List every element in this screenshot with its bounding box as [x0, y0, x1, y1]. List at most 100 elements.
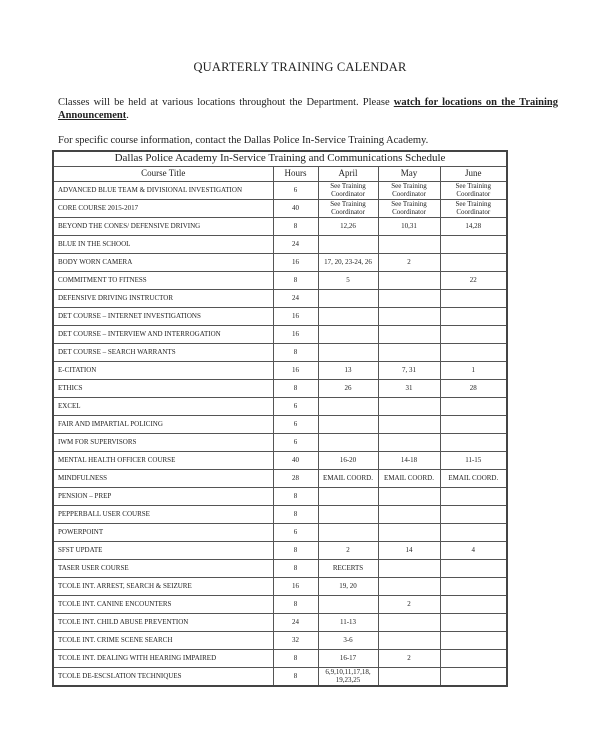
hours: 8 — [272, 649, 319, 668]
table-row: SFST UPDATE 8 2 14 4 — [52, 541, 508, 560]
course-title: COMMITMENT TO FITNESS — [52, 271, 274, 290]
schedule-table: Dallas Police Academy In-Service Trainin… — [52, 150, 509, 687]
june-dates: See Training Coordinator — [439, 199, 508, 218]
course-title: BODY WORN CAMERA — [52, 253, 274, 272]
course-title: ADVANCED BLUE TEAM & DIVISIONAL INVESTIG… — [52, 181, 274, 200]
april-dates: 16-20 — [317, 451, 379, 470]
april-dates: 16-17 — [317, 649, 379, 668]
may-dates: 31 — [377, 379, 441, 398]
april-dates: See Training Coordinator — [317, 199, 379, 218]
june-dates — [439, 235, 508, 254]
may-dates: See Training Coordinator — [377, 199, 441, 218]
may-dates: See Training Coordinator — [377, 181, 441, 200]
table-row: BODY WORN CAMERA 16 17, 20, 23-24, 26 2 — [52, 253, 508, 272]
hours: 8 — [272, 595, 319, 614]
hours: 32 — [272, 631, 319, 650]
june-dates: 1 — [439, 361, 508, 380]
table-caption: Dallas Police Academy In-Service Trainin… — [52, 150, 508, 167]
intro-paragraph: Classes will be held at various location… — [58, 96, 558, 122]
course-title: TCOLE INT. ARREST, SEARCH & SEIZURE — [52, 577, 274, 596]
hours: 24 — [272, 613, 319, 632]
april-dates: RECERTS — [317, 559, 379, 578]
april-dates — [317, 397, 379, 416]
course-title: TCOLE INT. CANINE ENCOUNTERS — [52, 595, 274, 614]
may-dates — [377, 307, 441, 326]
hours: 6 — [272, 181, 319, 200]
may-dates — [377, 397, 441, 416]
april-dates: 13 — [317, 361, 379, 380]
may-dates — [377, 667, 441, 687]
course-title: E-CITATION — [52, 361, 274, 380]
may-dates — [377, 343, 441, 362]
june-dates — [439, 289, 508, 308]
table-row: COMMITMENT TO FITNESS 8 5 22 — [52, 271, 508, 290]
april-dates: 3-6 — [317, 631, 379, 650]
june-dates — [439, 325, 508, 344]
may-dates: 14 — [377, 541, 441, 560]
may-dates: 2 — [377, 253, 441, 272]
contact-note: For specific course information, contact… — [58, 135, 429, 146]
column-header: June — [439, 166, 508, 182]
april-dates — [317, 433, 379, 452]
course-title: ETHICS — [52, 379, 274, 398]
april-dates: 6,9,10,11,17,18, 19,23,25 — [317, 667, 379, 687]
hours: 40 — [272, 199, 319, 218]
june-dates — [439, 649, 508, 668]
june-dates: 28 — [439, 379, 508, 398]
april-dates: 26 — [317, 379, 379, 398]
april-dates: 11-13 — [317, 613, 379, 632]
table-row: TCOLE INT. DEALING WITH HEARING IMPAIRED… — [52, 649, 508, 668]
hours: 28 — [272, 469, 319, 488]
may-dates — [377, 433, 441, 452]
may-dates — [377, 271, 441, 290]
course-title: TCOLE INT. CHILD ABUSE PREVENTION — [52, 613, 274, 632]
page-title: QUARTERLY TRAINING CALENDAR — [193, 60, 407, 74]
may-dates — [377, 289, 441, 308]
hours: 8 — [272, 667, 319, 687]
april-dates: EMAIL COORD. — [317, 469, 379, 488]
hours: 24 — [272, 235, 319, 254]
table-row: PEPPERBALL USER COURSE 8 — [52, 505, 508, 524]
april-dates — [317, 523, 379, 542]
april-dates — [317, 307, 379, 326]
may-dates — [377, 487, 441, 506]
intro-emphasis: watch for locations on the Training Anno… — [58, 97, 559, 121]
hours: 16 — [272, 361, 319, 380]
hours: 8 — [272, 271, 319, 290]
table-row: DEFENSIVE DRIVING INSTRUCTOR 24 — [52, 289, 508, 308]
course-title: DET COURSE – INTERVIEW AND INTERROGATION — [52, 325, 274, 344]
june-dates — [439, 415, 508, 434]
may-dates — [377, 325, 441, 344]
april-dates: See Training Coordinator — [317, 181, 379, 200]
april-dates: 5 — [317, 271, 379, 290]
course-title: EXCEL — [52, 397, 274, 416]
table-row: EXCEL 6 — [52, 397, 508, 416]
course-title: DET COURSE – INTERNET INVESTIGATIONS — [52, 307, 274, 326]
table-row: POWERPOINT 6 — [52, 523, 508, 542]
course-title: TCOLE INT. DEALING WITH HEARING IMPAIRED — [52, 649, 274, 668]
table-row: FAIR AND IMPARTIAL POLICING 6 — [52, 415, 508, 434]
table-row: BEYOND THE CONES/ DEFENSIVE DRIVING 8 12,2… — [52, 217, 508, 236]
april-dates — [317, 289, 379, 308]
june-dates — [439, 433, 508, 452]
june-dates — [439, 343, 508, 362]
table-row: E-CITATION 16 13 7, 31 1 — [52, 361, 508, 380]
hours: 40 — [272, 451, 319, 470]
course-title: MINDFULNESS — [52, 469, 274, 488]
course-title: TASER USER COURSE — [52, 559, 274, 578]
table-row: ADVANCED BLUE TEAM & DIVISIONAL INVESTIG… — [52, 181, 508, 200]
course-title: DET COURSE – SEARCH WARRANTS — [52, 343, 274, 362]
june-dates: See Training Coordinator — [439, 181, 508, 200]
may-dates — [377, 505, 441, 524]
hours: 16 — [272, 253, 319, 272]
course-title: TCOLE INT. CRIME SCENE SEARCH — [52, 631, 274, 650]
hours: 8 — [272, 343, 319, 362]
intro-text: Classes will be held at various location… — [58, 97, 394, 108]
course-title: BLUE IN THE SCHOOL — [52, 235, 274, 254]
course-title: MENTAL HEALTH OFFICER COURSE — [52, 451, 274, 470]
table-row: IWM FOR SUPERVISORS 6 — [52, 433, 508, 452]
june-dates — [439, 505, 508, 524]
course-title: FAIR AND IMPARTIAL POLICING — [52, 415, 274, 434]
hours: 8 — [272, 379, 319, 398]
may-dates: 10,31 — [377, 217, 441, 236]
